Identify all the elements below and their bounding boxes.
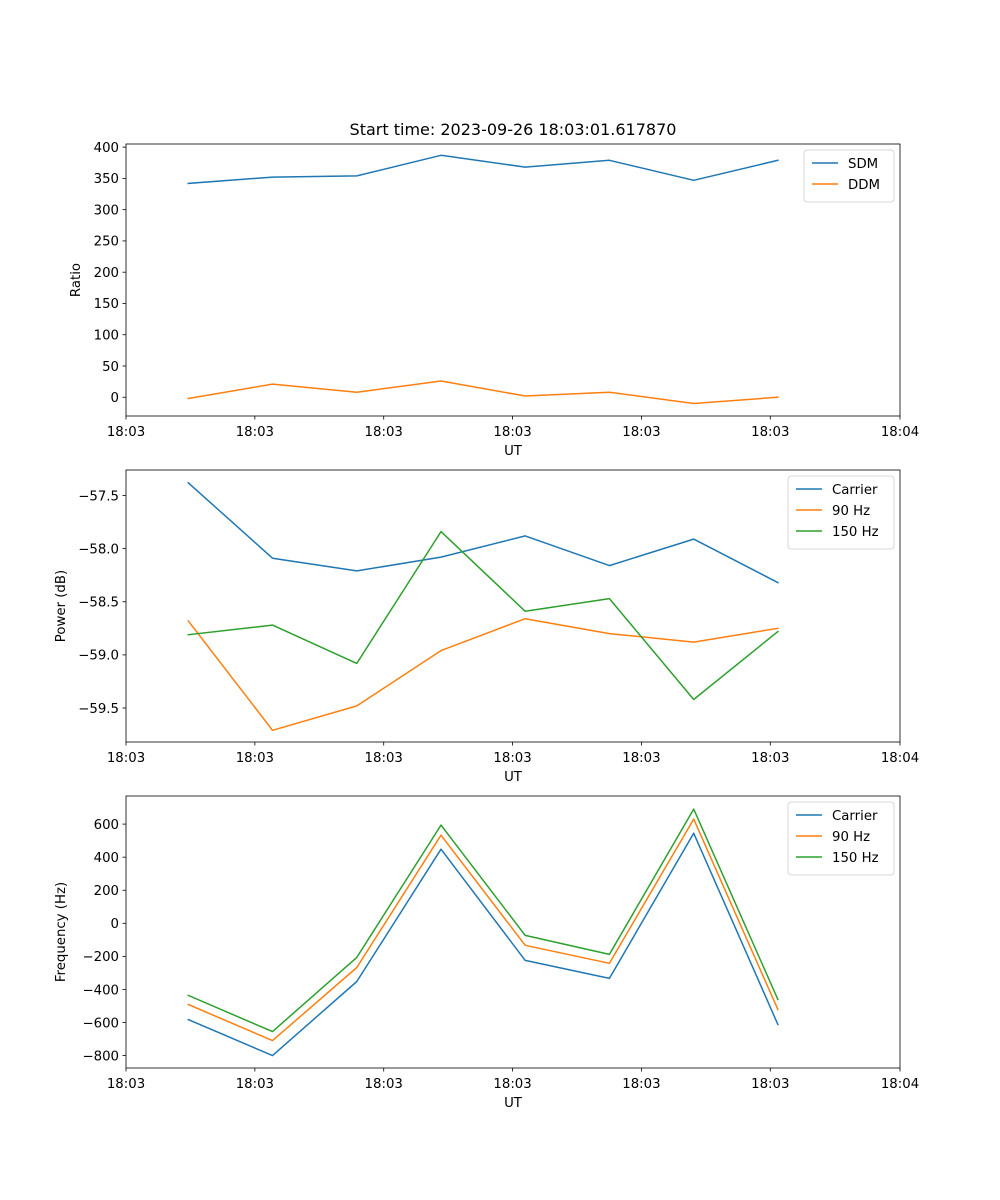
subplot-2: 18:03 18:03 18:03 18:03 18:03 18:03 18:04 −59.5… xyxy=(54,469,919,785)
y-tick-label: 0 xyxy=(111,917,119,932)
series-line-ddm xyxy=(187,380,779,405)
y-tick-label: 400 xyxy=(94,141,119,156)
x-axis-label: UT xyxy=(504,444,523,459)
x-tick-label: 18:03 xyxy=(107,1077,145,1092)
y-tick-label: 150 xyxy=(94,297,119,312)
y-tick-label: −58.5 xyxy=(78,596,119,611)
series-line-sdm xyxy=(187,154,779,185)
y-tick-label: 200 xyxy=(94,884,119,899)
x-tick-label: 18:03 xyxy=(751,751,789,766)
y-tick-label: 600 xyxy=(94,818,119,833)
x-tick-label: 18:03 xyxy=(107,425,145,440)
y-tick-label: −59.0 xyxy=(78,649,119,664)
legend: SDM DDM xyxy=(803,149,895,203)
subplot-1: Start time: 2023-09-26 18:03:01.617870 18… xyxy=(69,120,919,459)
x-tick-label: 18:03 xyxy=(493,751,531,766)
legend-label: 90 Hz xyxy=(832,830,870,845)
y-axis-label: Ratio xyxy=(69,263,84,297)
x-tick-label: 18:03 xyxy=(365,1077,403,1092)
x-tick-label: 18:03 xyxy=(107,751,145,766)
series-line-90-hz xyxy=(187,617,779,732)
y-tick-label: −800 xyxy=(82,1049,119,1064)
y-tick-label: 0 xyxy=(111,391,119,406)
legend-label: DDM xyxy=(848,178,880,193)
series-line-150-hz xyxy=(187,530,779,701)
x-tick-label: 18:03 xyxy=(236,751,274,766)
axes-frame xyxy=(125,795,901,1069)
y-tick-label: −58.0 xyxy=(78,542,119,557)
x-tick-label: 18:03 xyxy=(493,425,531,440)
x-tick-label: 18:03 xyxy=(493,1077,531,1092)
y-tick-label: −400 xyxy=(82,983,119,998)
y-axis-label: Power (dB) xyxy=(54,570,69,642)
chart-title: Start time: 2023-09-26 18:03:01.617870 xyxy=(350,120,677,139)
legend-label: Carrier xyxy=(832,809,878,824)
x-axis-label: UT xyxy=(504,770,523,785)
subplot-3: 18:03 18:03 18:03 18:03 18:03 18:03 18:04 −800 −… xyxy=(54,795,919,1111)
series-line-carrier xyxy=(187,481,779,584)
y-tick-label: 400 xyxy=(94,851,119,866)
x-tick-label: 18:03 xyxy=(751,1077,789,1092)
y-tick-label: −59.5 xyxy=(78,702,119,717)
y-tick-label: 350 xyxy=(94,172,119,187)
series-line-150-hz xyxy=(187,808,779,1033)
x-axis-label: UT xyxy=(504,1096,523,1111)
x-tick-label: 18:03 xyxy=(622,1077,660,1092)
x-tick-label: 18:04 xyxy=(881,425,919,440)
y-tick-label: −600 xyxy=(82,1016,119,1031)
y-tick-label: 300 xyxy=(94,203,119,218)
y-tick-label: 100 xyxy=(94,329,119,344)
series-line-90-hz xyxy=(187,818,779,1042)
x-tick-label: 18:03 xyxy=(622,425,660,440)
y-tick-label: 50 xyxy=(102,360,119,375)
axes-frame xyxy=(125,469,901,743)
y-tick-label: −200 xyxy=(82,950,119,965)
legend: Carrier 90 Hz 150 Hz xyxy=(787,801,895,876)
y-tick-label: 250 xyxy=(94,235,119,250)
legend-label: SDM xyxy=(848,157,878,172)
x-tick-label: 18:03 xyxy=(751,425,789,440)
legend: Carrier 90 Hz 150 Hz xyxy=(787,475,895,550)
x-tick-label: 18:03 xyxy=(365,425,403,440)
x-tick-label: 18:04 xyxy=(881,1077,919,1092)
legend-label: 150 Hz xyxy=(832,525,879,540)
series-line-carrier xyxy=(187,832,779,1057)
legend-label: 90 Hz xyxy=(832,504,870,519)
x-tick-label: 18:03 xyxy=(365,751,403,766)
y-tick-label: 200 xyxy=(94,266,119,281)
legend-label: Carrier xyxy=(832,483,878,498)
legend-label: 150 Hz xyxy=(832,851,879,866)
axes-frame xyxy=(125,143,901,417)
y-axis-label: Frequency (Hz) xyxy=(54,882,69,982)
x-tick-label: 18:04 xyxy=(881,751,919,766)
x-tick-label: 18:03 xyxy=(236,425,274,440)
y-tick-label: −57.5 xyxy=(78,489,119,504)
x-tick-label: 18:03 xyxy=(622,751,660,766)
x-tick-label: 18:03 xyxy=(236,1077,274,1092)
